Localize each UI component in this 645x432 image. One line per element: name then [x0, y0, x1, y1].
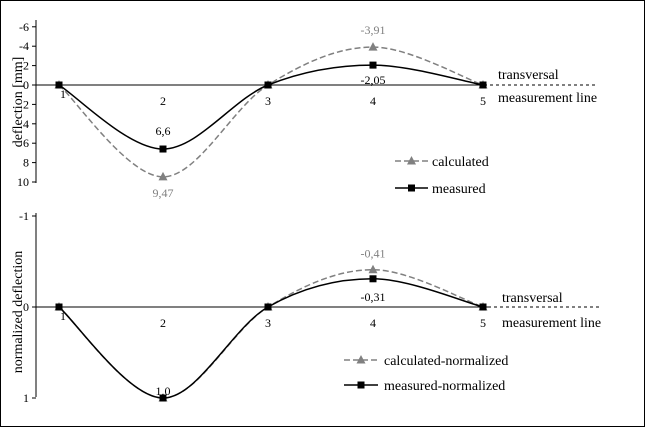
x-tick-label: 1	[60, 309, 66, 323]
legend-label-measured-normalized: measured-normalized	[384, 379, 505, 394]
data-label: -0,31	[361, 290, 386, 304]
x-tick-label: 5	[480, 94, 486, 108]
legend-label-calculated-normalized: calculated-normalized	[384, 354, 508, 369]
x-tick-label: 3	[265, 94, 271, 108]
legend-label-calculated: calculated	[432, 155, 489, 170]
y-tick-label: 2	[23, 97, 29, 111]
data-point-measured-normalized-1	[55, 303, 63, 311]
data-point-measured-4	[369, 61, 377, 69]
x-tick-label: 3	[265, 316, 271, 330]
data-label: 9,47	[153, 186, 174, 200]
y-axis-label: deflection [mm]	[11, 57, 26, 148]
data-point-calculated-4	[368, 42, 378, 51]
data-label: 1,0	[156, 384, 171, 398]
y-axis-label: normalized deflection	[11, 251, 26, 373]
legend-marker-measured-normalized	[357, 381, 365, 389]
data-label: -0,41	[361, 247, 386, 261]
y-tick-label: 10	[17, 175, 29, 189]
data-point-measured-normalized-2	[159, 394, 167, 402]
y-tick-label: -2	[19, 59, 29, 73]
x-tick-label: 4	[370, 94, 376, 108]
data-point-measured-1	[55, 81, 63, 89]
annotation-measurement-line: measurement line	[498, 91, 597, 106]
y-tick-label: -6	[19, 20, 29, 34]
annotation-measurement-line: measurement line	[502, 316, 601, 331]
data-point-calculated-normalized-4	[368, 264, 378, 274]
data-point-measured-2	[159, 145, 167, 153]
series-line-measured-normalized	[58, 278, 484, 399]
data-label: 6,6	[156, 124, 171, 138]
y-tick-label: 6	[23, 136, 29, 150]
data-point-calculated-2	[158, 171, 168, 181]
y-tick-label: 0	[23, 78, 29, 92]
y-tick-label: -1	[19, 209, 29, 223]
legend-label-measured: measured	[432, 182, 486, 197]
data-label: -2,05	[361, 73, 386, 87]
legend-marker-measured	[408, 184, 415, 192]
bottom-chart: -1 0 1 normalized deflection 1 2 3 4 5 calculated…	[11, 209, 602, 405]
data-point-measured-normalized-3	[264, 303, 272, 311]
data-label: -3,91	[361, 23, 386, 37]
top-chart: -6 -4 -2 0 2 4 6 8 10 deflection [mm] 1 2 3 4 5 calcula…	[11, 20, 598, 200]
data-point-measured-normalized-4	[369, 275, 377, 283]
x-tick-label: 2	[160, 316, 166, 330]
y-tick-label: 4	[23, 117, 29, 131]
data-point-measured-3	[264, 81, 272, 89]
legend-marker-calculated-normalized	[356, 355, 366, 364]
x-tick-label: 4	[370, 316, 376, 330]
y-tick-label: 8	[23, 156, 29, 170]
y-tick-label: 0	[23, 300, 29, 314]
legend-marker-calculated	[407, 156, 416, 165]
annotation-transversal: transversal	[498, 68, 559, 83]
y-tick-label: 1	[23, 391, 29, 405]
data-point-measured-normalized-5	[479, 303, 487, 311]
x-tick-label: 1	[60, 87, 66, 101]
x-tick-label: 2	[160, 94, 166, 108]
y-tick-label: -4	[19, 39, 29, 53]
x-tick-label: 5	[480, 316, 486, 330]
series-line-calculated	[58, 46, 484, 178]
data-point-measured-5	[479, 81, 487, 89]
annotation-transversal: transversal	[502, 291, 563, 306]
